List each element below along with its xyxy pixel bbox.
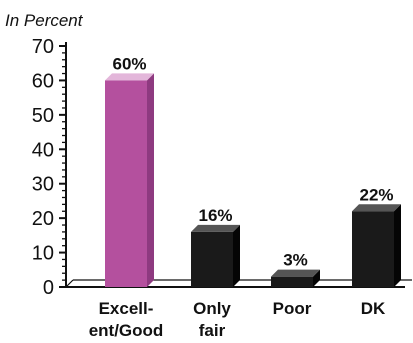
- bar-front-face: [271, 276, 313, 287]
- bar-front-face: [191, 231, 233, 287]
- bar-side-face: [394, 204, 401, 287]
- y-tick-label: 30: [32, 174, 54, 196]
- data-label: 60%: [112, 54, 146, 73]
- y-tick-label: 10: [32, 243, 54, 265]
- bar-side-face: [147, 73, 154, 287]
- category-label: Poor: [273, 299, 312, 318]
- bar-front-face: [105, 80, 147, 287]
- bar-1: [191, 224, 240, 287]
- bar-top-face: [105, 73, 154, 81]
- x-axis-edge-line: [65, 279, 74, 288]
- category-label: Excell-ent/Good: [89, 299, 164, 340]
- y-axis-unit-label: In Percent: [5, 11, 84, 30]
- data-label: 22%: [359, 185, 393, 204]
- bar-3: [352, 204, 401, 287]
- data-label: 3%: [283, 251, 308, 270]
- data-label: 16%: [198, 206, 232, 225]
- bar-front-face: [352, 211, 394, 287]
- y-tick-label: 20: [32, 208, 54, 230]
- y-tick-label: 70: [32, 36, 54, 58]
- category-label: Only fair: [193, 299, 231, 340]
- y-tick-label: 0: [43, 277, 54, 299]
- bar-top-face: [352, 204, 401, 212]
- bar-0: [105, 73, 154, 287]
- bars: [105, 73, 401, 287]
- y-tick-label: 40: [32, 139, 54, 161]
- labels: 60% Excell-ent/Good 16% Only fair 3% Poor 22% DK: [89, 54, 394, 340]
- category-label: DK: [361, 299, 386, 318]
- bar-side-face: [233, 224, 240, 287]
- bar-side-face: [313, 269, 320, 287]
- y-tick-label: 60: [32, 70, 54, 92]
- bar-top-face: [191, 224, 240, 232]
- y-tick-label: 50: [32, 105, 54, 127]
- bar-top-face: [271, 269, 320, 277]
- bar-2: [271, 269, 320, 287]
